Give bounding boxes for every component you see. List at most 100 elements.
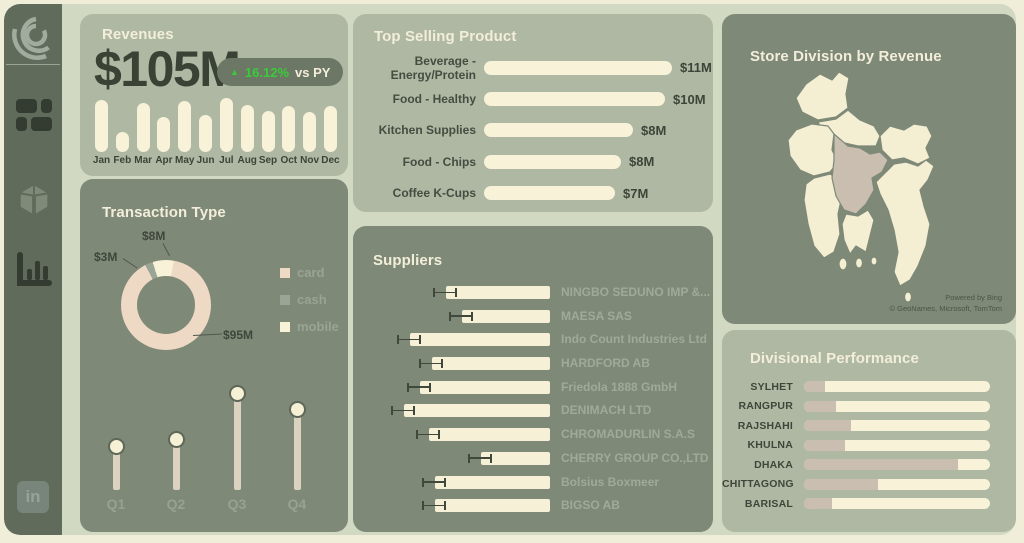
revenue-bar[interactable]	[261, 111, 275, 152]
supplier-bar[interactable]	[446, 286, 550, 299]
map-division-rajshahi[interactable]	[787, 123, 839, 177]
legend-item[interactable]: mobile	[280, 319, 339, 334]
revenue-month-label: Dec	[321, 155, 340, 166]
bar-chart-icon[interactable]	[15, 252, 53, 292]
division-bar-track[interactable]	[804, 478, 990, 490]
supplier-label: BIGSO AB	[561, 498, 620, 513]
revenue-month-label: Nov	[300, 155, 320, 166]
legend-item[interactable]: card	[280, 265, 339, 280]
supplier-bar[interactable]	[428, 428, 550, 442]
revenue-bar[interactable]	[115, 131, 129, 152]
revenue-month-column: Sep	[259, 92, 277, 166]
division-label: CHITTAGONG	[722, 478, 794, 491]
revenue-bar[interactable]	[178, 100, 192, 152]
product-bar[interactable]	[484, 123, 633, 138]
division-bar-track[interactable]	[804, 420, 990, 432]
division-bar-fill	[804, 381, 825, 393]
supplier-label: MAESA SAS	[561, 308, 632, 323]
revenue-bar[interactable]	[219, 98, 233, 152]
supplier-label: Friedola 1888 GmbH	[561, 379, 678, 394]
legend-swatch-cash	[280, 294, 290, 305]
product-bar[interactable]	[484, 92, 665, 107]
map-division-barisal[interactable]	[841, 209, 875, 255]
supplier-bar[interactable]	[434, 499, 550, 513]
revenue-month-column: Nov	[300, 92, 320, 166]
map-attribution: Powered by Bing © GeoNames, Microsoft, T…	[890, 292, 1003, 315]
revenue-bar[interactable]	[323, 105, 337, 152]
dashboard-grid-icon[interactable]	[15, 98, 53, 138]
lollipop-stick[interactable]	[112, 451, 120, 490]
map-attribution-sources: © GeoNames, Microsoft, TomTom	[889, 303, 1003, 313]
lollipop-marker[interactable]	[288, 400, 306, 418]
legend-item[interactable]: cash	[280, 292, 339, 307]
revenue-month-label: Jun	[196, 155, 215, 166]
revenue-bar[interactable]	[303, 111, 317, 152]
logo-arcs-icon[interactable]	[9, 12, 57, 62]
revenue-month-column: Jan	[93, 92, 110, 166]
divisional-performance-panel: Divisional Performance SYLHET RANGPUR RAJS…	[722, 330, 1016, 532]
error-whisker	[391, 406, 415, 416]
lollipop-marker[interactable]	[228, 385, 246, 402]
error-whisker	[421, 477, 446, 487]
revenues-title: Revenues	[102, 26, 174, 43]
callout-line-mobile	[162, 243, 171, 257]
lollipop-stick[interactable]	[172, 444, 180, 490]
division-bar-track[interactable]	[804, 459, 990, 471]
lollipop-marker[interactable]	[107, 438, 125, 456]
division-bar-track[interactable]	[804, 498, 990, 510]
map-division-chittagong[interactable]	[875, 159, 935, 287]
revenue-bar[interactable]	[282, 105, 296, 152]
product-value: $8M	[629, 154, 655, 170]
revenue-bar[interactable]	[199, 114, 213, 152]
product-bar[interactable]	[484, 186, 615, 201]
supplier-bar-zone	[353, 380, 550, 394]
supplier-label: CHERRY GROUP CO.,LTD	[561, 450, 709, 465]
supplier-bar[interactable]	[481, 451, 550, 465]
supplier-bar[interactable]	[434, 475, 550, 489]
supplier-bar[interactable]	[420, 380, 550, 394]
lollipop-stick[interactable]	[233, 398, 241, 490]
lollipop-stick[interactable]	[293, 413, 301, 490]
map-division-rangpur[interactable]	[795, 71, 850, 121]
donut-label-mobile: $8M	[142, 229, 166, 243]
divisional-performance-chart: SYLHET RANGPUR RAJSHAHI KHULNA DHAKA CHITTAGO…	[722, 377, 1016, 514]
error-whisker	[415, 430, 440, 440]
revenue-bar[interactable]	[136, 103, 150, 152]
supplier-bar[interactable]	[431, 357, 550, 371]
division-bar-fill	[804, 478, 879, 490]
revenue-month-label: May	[175, 155, 195, 166]
supplier-label: Indo Count Industries Ltd	[561, 332, 707, 347]
division-row: CHITTAGONG	[722, 475, 1016, 495]
cube-icon[interactable]	[15, 182, 53, 222]
supplier-label: CHROMADURLIN S.A.S	[561, 427, 695, 442]
division-bar-track[interactable]	[804, 439, 990, 451]
division-bar-track[interactable]	[804, 400, 990, 412]
map-island	[854, 257, 864, 269]
product-value: $11M	[680, 60, 712, 76]
dashboard-canvas: in Revenues $105M ▲ 16.12% vs PY Jan Feb M…	[4, 4, 1016, 535]
division-bar-fill	[804, 498, 832, 510]
lollipop-marker[interactable]	[167, 431, 185, 448]
transaction-type-panel: Transaction Type $8M $3M $95M card cash mo…	[80, 179, 348, 532]
division-bar-track[interactable]	[804, 381, 990, 393]
supplier-bar[interactable]	[404, 404, 550, 418]
error-whisker	[421, 501, 446, 511]
revenue-bar[interactable]	[157, 117, 171, 152]
bangladesh-map[interactable]	[722, 14, 1016, 324]
revenue-month-column: Oct	[280, 92, 297, 166]
map-division-sylhet[interactable]	[879, 123, 933, 165]
map-division-dhaka-highlighted[interactable]	[831, 133, 889, 215]
linkedin-icon[interactable]: in	[17, 481, 49, 513]
transaction-type-title: Transaction Type	[102, 204, 226, 221]
revenue-bar[interactable]	[95, 100, 108, 152]
supplier-bar[interactable]	[409, 333, 550, 347]
lollipop-column: Q4	[275, 400, 319, 512]
division-bar-fill	[804, 459, 959, 471]
revenue-bar[interactable]	[240, 104, 254, 152]
division-label: KHULNA	[747, 439, 793, 452]
supplier-bar[interactable]	[462, 309, 550, 323]
product-bar[interactable]	[484, 60, 672, 75]
product-bar[interactable]	[484, 154, 621, 169]
division-bar-fill	[804, 400, 836, 412]
